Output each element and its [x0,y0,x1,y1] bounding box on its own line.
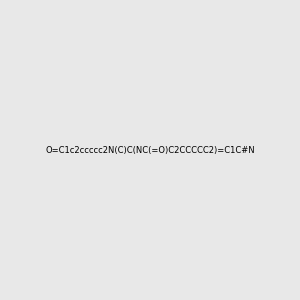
Text: O=C1c2ccccc2N(C)C(NC(=O)C2CCCCC2)=C1C#N: O=C1c2ccccc2N(C)C(NC(=O)C2CCCCC2)=C1C#N [45,146,255,154]
